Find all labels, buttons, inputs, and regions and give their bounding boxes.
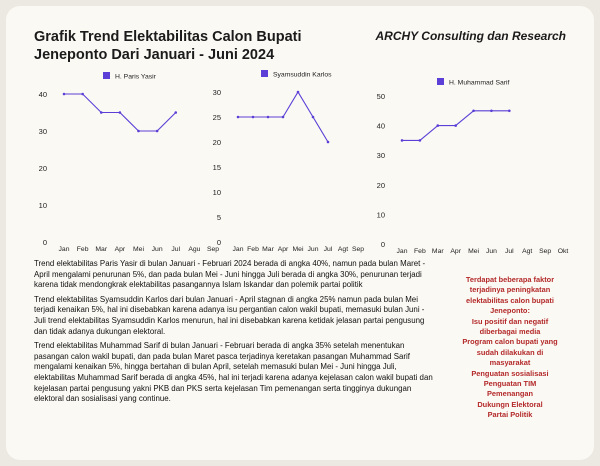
data-point [118,111,122,114]
paragraph-paris-yasir: Trend elektabilitas Paris Yasir di bulan… [34,259,426,290]
data-point [472,109,475,113]
y-tick-label: 40 [377,122,385,131]
x-tick-label: Jan [233,246,244,253]
legend-swatch [103,72,110,79]
paragraph-muhammad-sarif: Trend elektabilitas Muhammad Sarif di bu… [34,341,433,404]
x-tick-label: Sep [207,246,219,253]
data-point [236,115,240,119]
side-note-line: masyarakat [489,358,531,368]
x-tick-label: Jan [59,246,70,253]
x-tick-label: Okt [558,248,569,255]
x-tick-label: Jul [505,248,514,255]
x-tick-label: Agu [188,246,200,253]
data-point [155,129,159,133]
side-note-line: Program calon bupati yang [462,337,558,347]
y-tick-label: 0 [43,238,47,247]
side-note-line: Penguatan TIM [483,379,537,389]
y-tick-label: 50 [377,92,385,101]
y-tick-label: 5 [217,213,221,222]
y-tick-label: 10 [213,188,221,197]
side-note-line: diberbagai media [479,327,541,337]
data-point [266,115,270,119]
data-point [436,124,440,127]
side-note-line: Terdapat beberapa faktor [465,275,555,284]
legend-swatch [437,78,444,85]
data-point [62,92,66,96]
y-tick-label: 0 [217,238,221,247]
x-tick-label: Jul [171,246,180,253]
x-tick-label: Feb [77,246,89,253]
data-point [174,111,178,114]
x-tick-label: Agt [522,248,532,255]
data-point [490,109,493,113]
side-note-line: elektabilitas calon bupati [466,295,554,305]
card [6,6,594,460]
data-point [296,90,300,94]
x-tick-label: Jun [308,246,319,253]
legend-label: H. Muhammad Sarif [449,80,510,87]
y-tick-label: 30 [377,151,385,160]
data-point [81,92,84,96]
legend-label: Syamsuddin Karlos [273,72,332,79]
data-point [251,115,255,119]
x-tick-label: Feb [247,246,259,253]
y-tick-label: 15 [213,163,221,172]
data-point [281,115,285,119]
y-tick-label: 40 [39,90,47,99]
side-note-line: Jeneponto: [490,306,530,316]
side-note-line: sudah dilakukan di [476,347,544,357]
data-point [326,140,330,144]
side-note-line: Isu positif dan negatif [471,316,549,326]
x-tick-label: Apr [278,246,289,253]
data-point [454,124,457,127]
y-tick-label: 30 [213,88,221,97]
paragraph-syamsuddin-karlos: Trend elektabilitas Syamsuddin Karlos da… [34,294,425,336]
x-tick-label: Apr [450,248,461,255]
x-tick-label: Agt [338,246,348,253]
data-point [99,111,103,114]
brand-label: ARCHY Consulting dan Research [375,29,566,43]
y-tick-label: 25 [213,113,221,122]
y-tick-label: 0 [381,240,385,249]
y-tick-label: 20 [213,138,221,147]
legend-label: H. Paris Yasir [115,74,157,81]
x-tick-label: Sep [352,246,364,253]
side-note-line: Dukungn Elektoral [477,399,543,409]
data-point [508,109,511,113]
x-tick-label: Mei [468,248,479,255]
data-point [137,129,140,133]
data-point [400,139,404,142]
x-tick-label: Mar [262,246,274,253]
y-tick-label: 30 [39,127,47,136]
x-tick-label: Jun [486,248,497,255]
side-note-line: terjadinya peningkatan [469,285,551,295]
side-note-line: Penguatan sosialisasi [471,368,549,378]
y-tick-label: 10 [39,201,47,210]
y-tick-label: 20 [39,164,47,173]
x-tick-label: Mei [133,246,144,253]
description-text: Trend elektabilitas Paris Yasir di bulan… [34,259,434,409]
x-tick-label: Mei [293,246,304,253]
x-tick-label: Feb [414,248,426,255]
y-tick-label: 20 [377,181,385,190]
x-tick-label: Jul [324,246,333,253]
x-tick-label: Mar [95,246,107,253]
y-tick-label: 10 [377,210,385,219]
page-title: Grafik Trend Elektabilitas Calon Bupati … [34,29,302,63]
x-tick-label: Apr [115,246,126,253]
data-point [418,139,422,142]
x-tick-label: Mar [432,248,444,255]
side-note: Terdapat beberapa faktor terjadinya peni… [446,275,574,421]
side-note-line: Partai Politik [487,410,533,420]
x-tick-label: Sep [539,248,551,255]
legend-swatch [261,70,268,77]
data-point [311,115,315,119]
side-note-line: Pemenangan [486,389,533,399]
x-tick-label: Jan [397,248,408,255]
x-tick-label: Jun [152,246,163,253]
